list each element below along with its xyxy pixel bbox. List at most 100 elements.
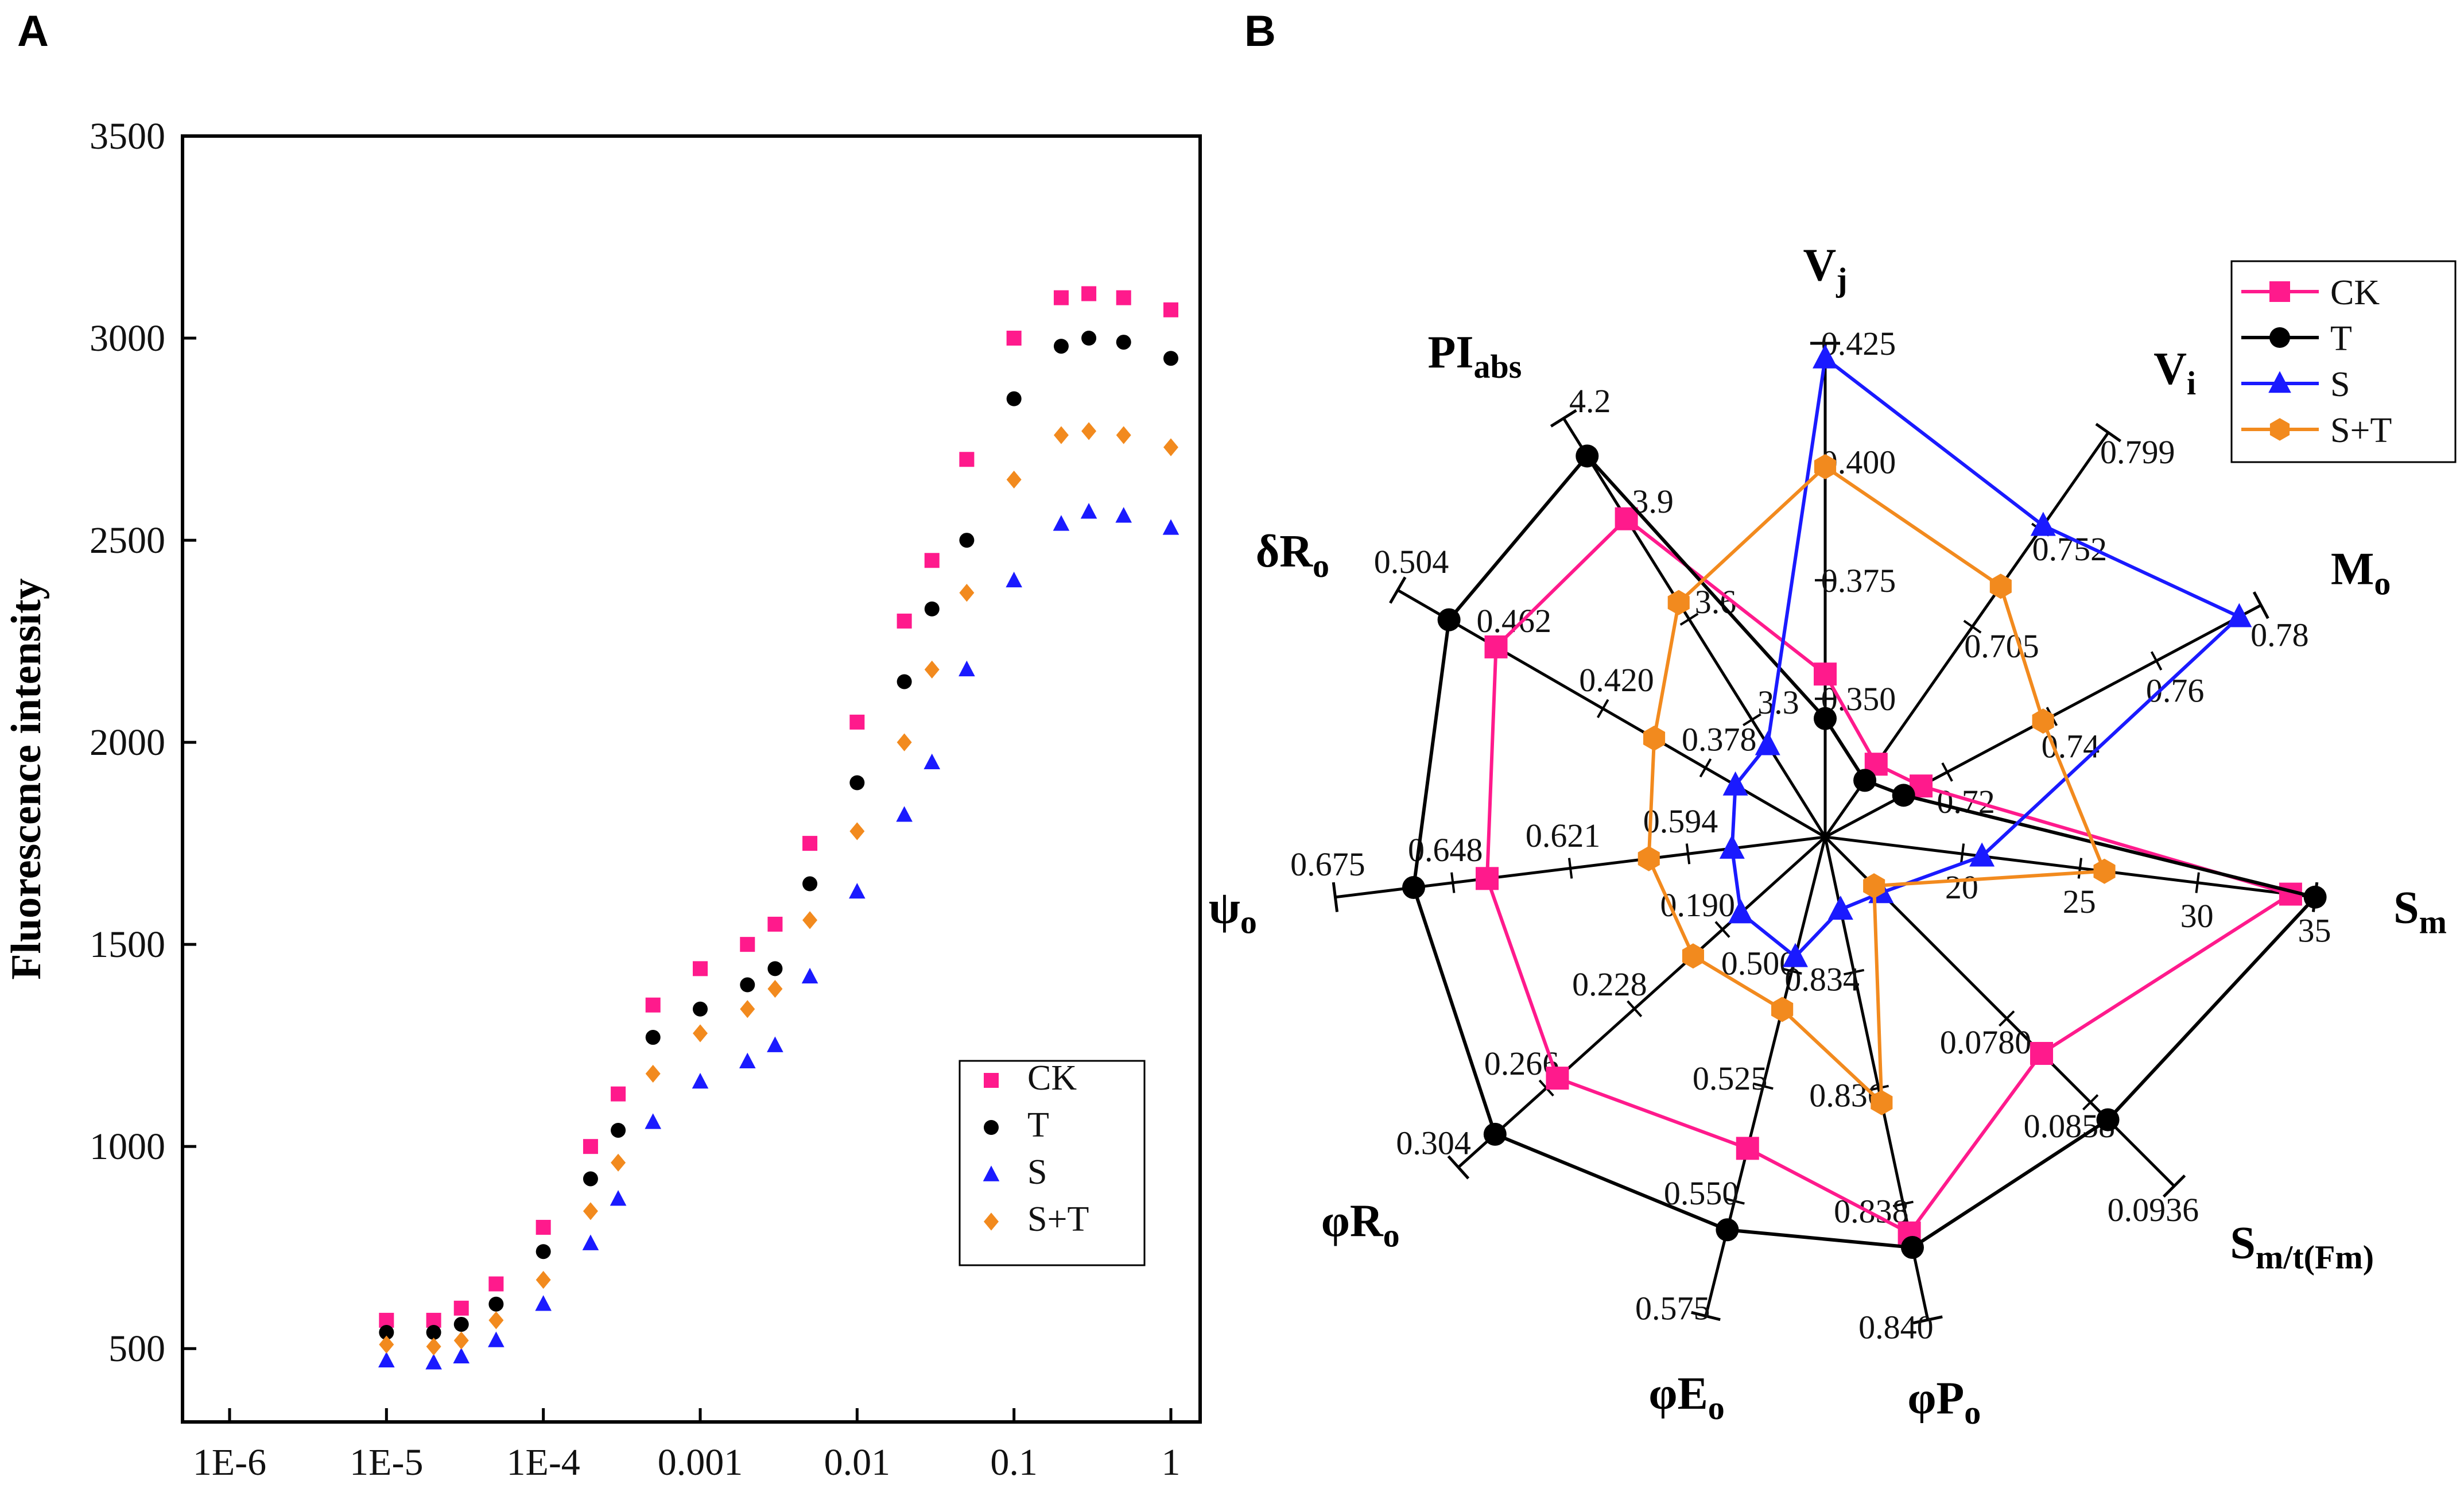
legend-marker-3 bbox=[2269, 418, 2290, 441]
radar-tick-label: 35 bbox=[2298, 912, 2331, 949]
radar-axis-line bbox=[1825, 835, 2315, 899]
radar-axis-label: Vi bbox=[2153, 344, 2196, 402]
radar-axis-label-main: S bbox=[2393, 883, 2419, 933]
radar-point-s-plus-t bbox=[1638, 846, 1660, 871]
radar-tick-mark bbox=[1752, 1082, 1774, 1090]
legend-label: S+T bbox=[1027, 1200, 1089, 1239]
radar-axis-label-main: δR bbox=[1256, 526, 1314, 577]
radar-tick-label: 0.799 bbox=[2100, 433, 2175, 471]
radar-tick-mark bbox=[1685, 843, 1691, 865]
data-point-t bbox=[611, 1122, 626, 1138]
data-point-s-plus-t bbox=[897, 733, 912, 751]
data-point-ck bbox=[488, 1276, 504, 1292]
data-point-s bbox=[739, 1052, 756, 1069]
radar-point-s bbox=[1782, 943, 1808, 967]
radar-point-ck bbox=[1814, 662, 1837, 686]
radar-axis-label-main: ψ bbox=[1209, 883, 1240, 933]
radar-axis-cap bbox=[2252, 591, 2269, 619]
data-point-s bbox=[767, 1036, 783, 1052]
data-point-s bbox=[610, 1190, 627, 1206]
radar-axis-label-main: φE bbox=[1649, 1369, 1708, 1419]
data-point-ck bbox=[740, 937, 755, 952]
radar-point-ck bbox=[2030, 1042, 2054, 1065]
x-tick-label: 1E-4 bbox=[507, 1441, 580, 1483]
data-point-s-plus-t bbox=[849, 822, 865, 840]
radar-tick-label: 0.621 bbox=[1526, 817, 1601, 854]
radar-point-ck bbox=[1736, 1137, 1759, 1160]
data-point-s-plus-t bbox=[488, 1311, 504, 1330]
radar-axis-label-sub: m bbox=[2419, 904, 2447, 941]
radar-axis-label-sub: o bbox=[1708, 1389, 1725, 1427]
data-point-s bbox=[645, 1113, 662, 1129]
radar-tick-label: 0.705 bbox=[1964, 627, 2039, 665]
radar-tick-mark bbox=[1724, 1197, 1745, 1205]
data-point-t bbox=[959, 533, 975, 548]
radar-tick-label: 0.550 bbox=[1664, 1175, 1739, 1212]
x-tick-label: 1E-5 bbox=[350, 1441, 423, 1483]
radar-point-t bbox=[1716, 1218, 1739, 1242]
y-tick-label: 3000 bbox=[90, 317, 165, 359]
legend-label: S+T bbox=[2330, 411, 2392, 450]
radar-axis-cap bbox=[1447, 1155, 1470, 1180]
radar-series bbox=[1402, 344, 2327, 1259]
data-point-s-plus-t bbox=[1163, 438, 1178, 456]
legend-marker-0 bbox=[984, 1073, 999, 1088]
data-point-s bbox=[425, 1354, 442, 1370]
panel-a-legend: CK TS S+T bbox=[959, 1059, 1146, 1266]
radar-axis-cap bbox=[1550, 409, 1577, 428]
radar-tick-mark bbox=[1450, 872, 1456, 893]
radar-axis-label-sub: o bbox=[2374, 565, 2391, 602]
radar-tick-mark bbox=[1699, 758, 1712, 778]
data-point-s bbox=[923, 753, 941, 769]
radar-axis-label-sub: o bbox=[1240, 904, 1257, 941]
radar-tick-label: 0.228 bbox=[1572, 966, 1647, 1003]
radar-tick-label: 0.78 bbox=[2250, 616, 2309, 653]
radar-axis-label: φRo bbox=[1321, 1196, 1400, 1254]
y-tick-label: 2000 bbox=[90, 722, 165, 763]
legend-label: CK bbox=[1027, 1059, 1077, 1098]
panel-a-label: A bbox=[17, 7, 49, 56]
data-point-t bbox=[693, 1001, 708, 1017]
radar-point-t bbox=[1402, 876, 1425, 900]
radar-axis-label-main: S bbox=[2230, 1218, 2256, 1268]
data-point-s bbox=[535, 1295, 552, 1311]
radar-axis-label: PIabs bbox=[1428, 327, 1522, 385]
radar-axis-label-main: PI bbox=[1428, 327, 1474, 378]
radar-tick-mark bbox=[1892, 1200, 1914, 1208]
radar-point-s bbox=[1755, 731, 1780, 755]
radar-point-s-plus-t bbox=[1989, 573, 2012, 599]
radar-axis-label: Sm bbox=[2393, 883, 2447, 941]
radar-tick-label: 0.420 bbox=[1579, 661, 1654, 699]
radar-axis-label-sub: o bbox=[1383, 1217, 1400, 1254]
radar-point-s bbox=[1719, 834, 1745, 859]
radar-axis-label-sub: o bbox=[1964, 1394, 1981, 1431]
data-point-s bbox=[1115, 507, 1132, 523]
data-point-t bbox=[426, 1325, 441, 1340]
radar-axis-line bbox=[1396, 588, 1826, 839]
radar-point-ck bbox=[1476, 867, 1499, 890]
data-point-s-plus-t bbox=[536, 1270, 551, 1289]
data-point-ck bbox=[849, 714, 865, 730]
data-point-s-plus-t bbox=[767, 979, 783, 998]
radar-tick-label: 3.3 bbox=[1757, 684, 1799, 721]
legend-label: S bbox=[2330, 365, 2350, 404]
data-point-s bbox=[959, 660, 975, 677]
radar-tick-label: 25 bbox=[2063, 883, 2096, 920]
radar-tick-mark bbox=[2195, 872, 2200, 893]
data-point-ck bbox=[959, 452, 975, 467]
data-point-ck bbox=[1006, 331, 1022, 346]
data-point-t bbox=[767, 961, 783, 976]
data-point-ck bbox=[767, 916, 783, 932]
legend-label: CK bbox=[2330, 273, 2380, 312]
data-point-t bbox=[1053, 339, 1069, 354]
radar-tick-mark bbox=[1781, 967, 1802, 975]
data-point-s-plus-t bbox=[693, 1024, 708, 1042]
data-point-s bbox=[1162, 519, 1179, 535]
y-tick-label: 1000 bbox=[90, 1126, 165, 1168]
data-point-ck bbox=[897, 613, 912, 629]
radar-axis-label-main: M bbox=[2331, 544, 2374, 595]
radar-tick-label: 0.304 bbox=[1396, 1124, 1471, 1161]
radar-tick-label: 30 bbox=[2180, 897, 2214, 935]
data-point-t bbox=[1081, 331, 1097, 346]
